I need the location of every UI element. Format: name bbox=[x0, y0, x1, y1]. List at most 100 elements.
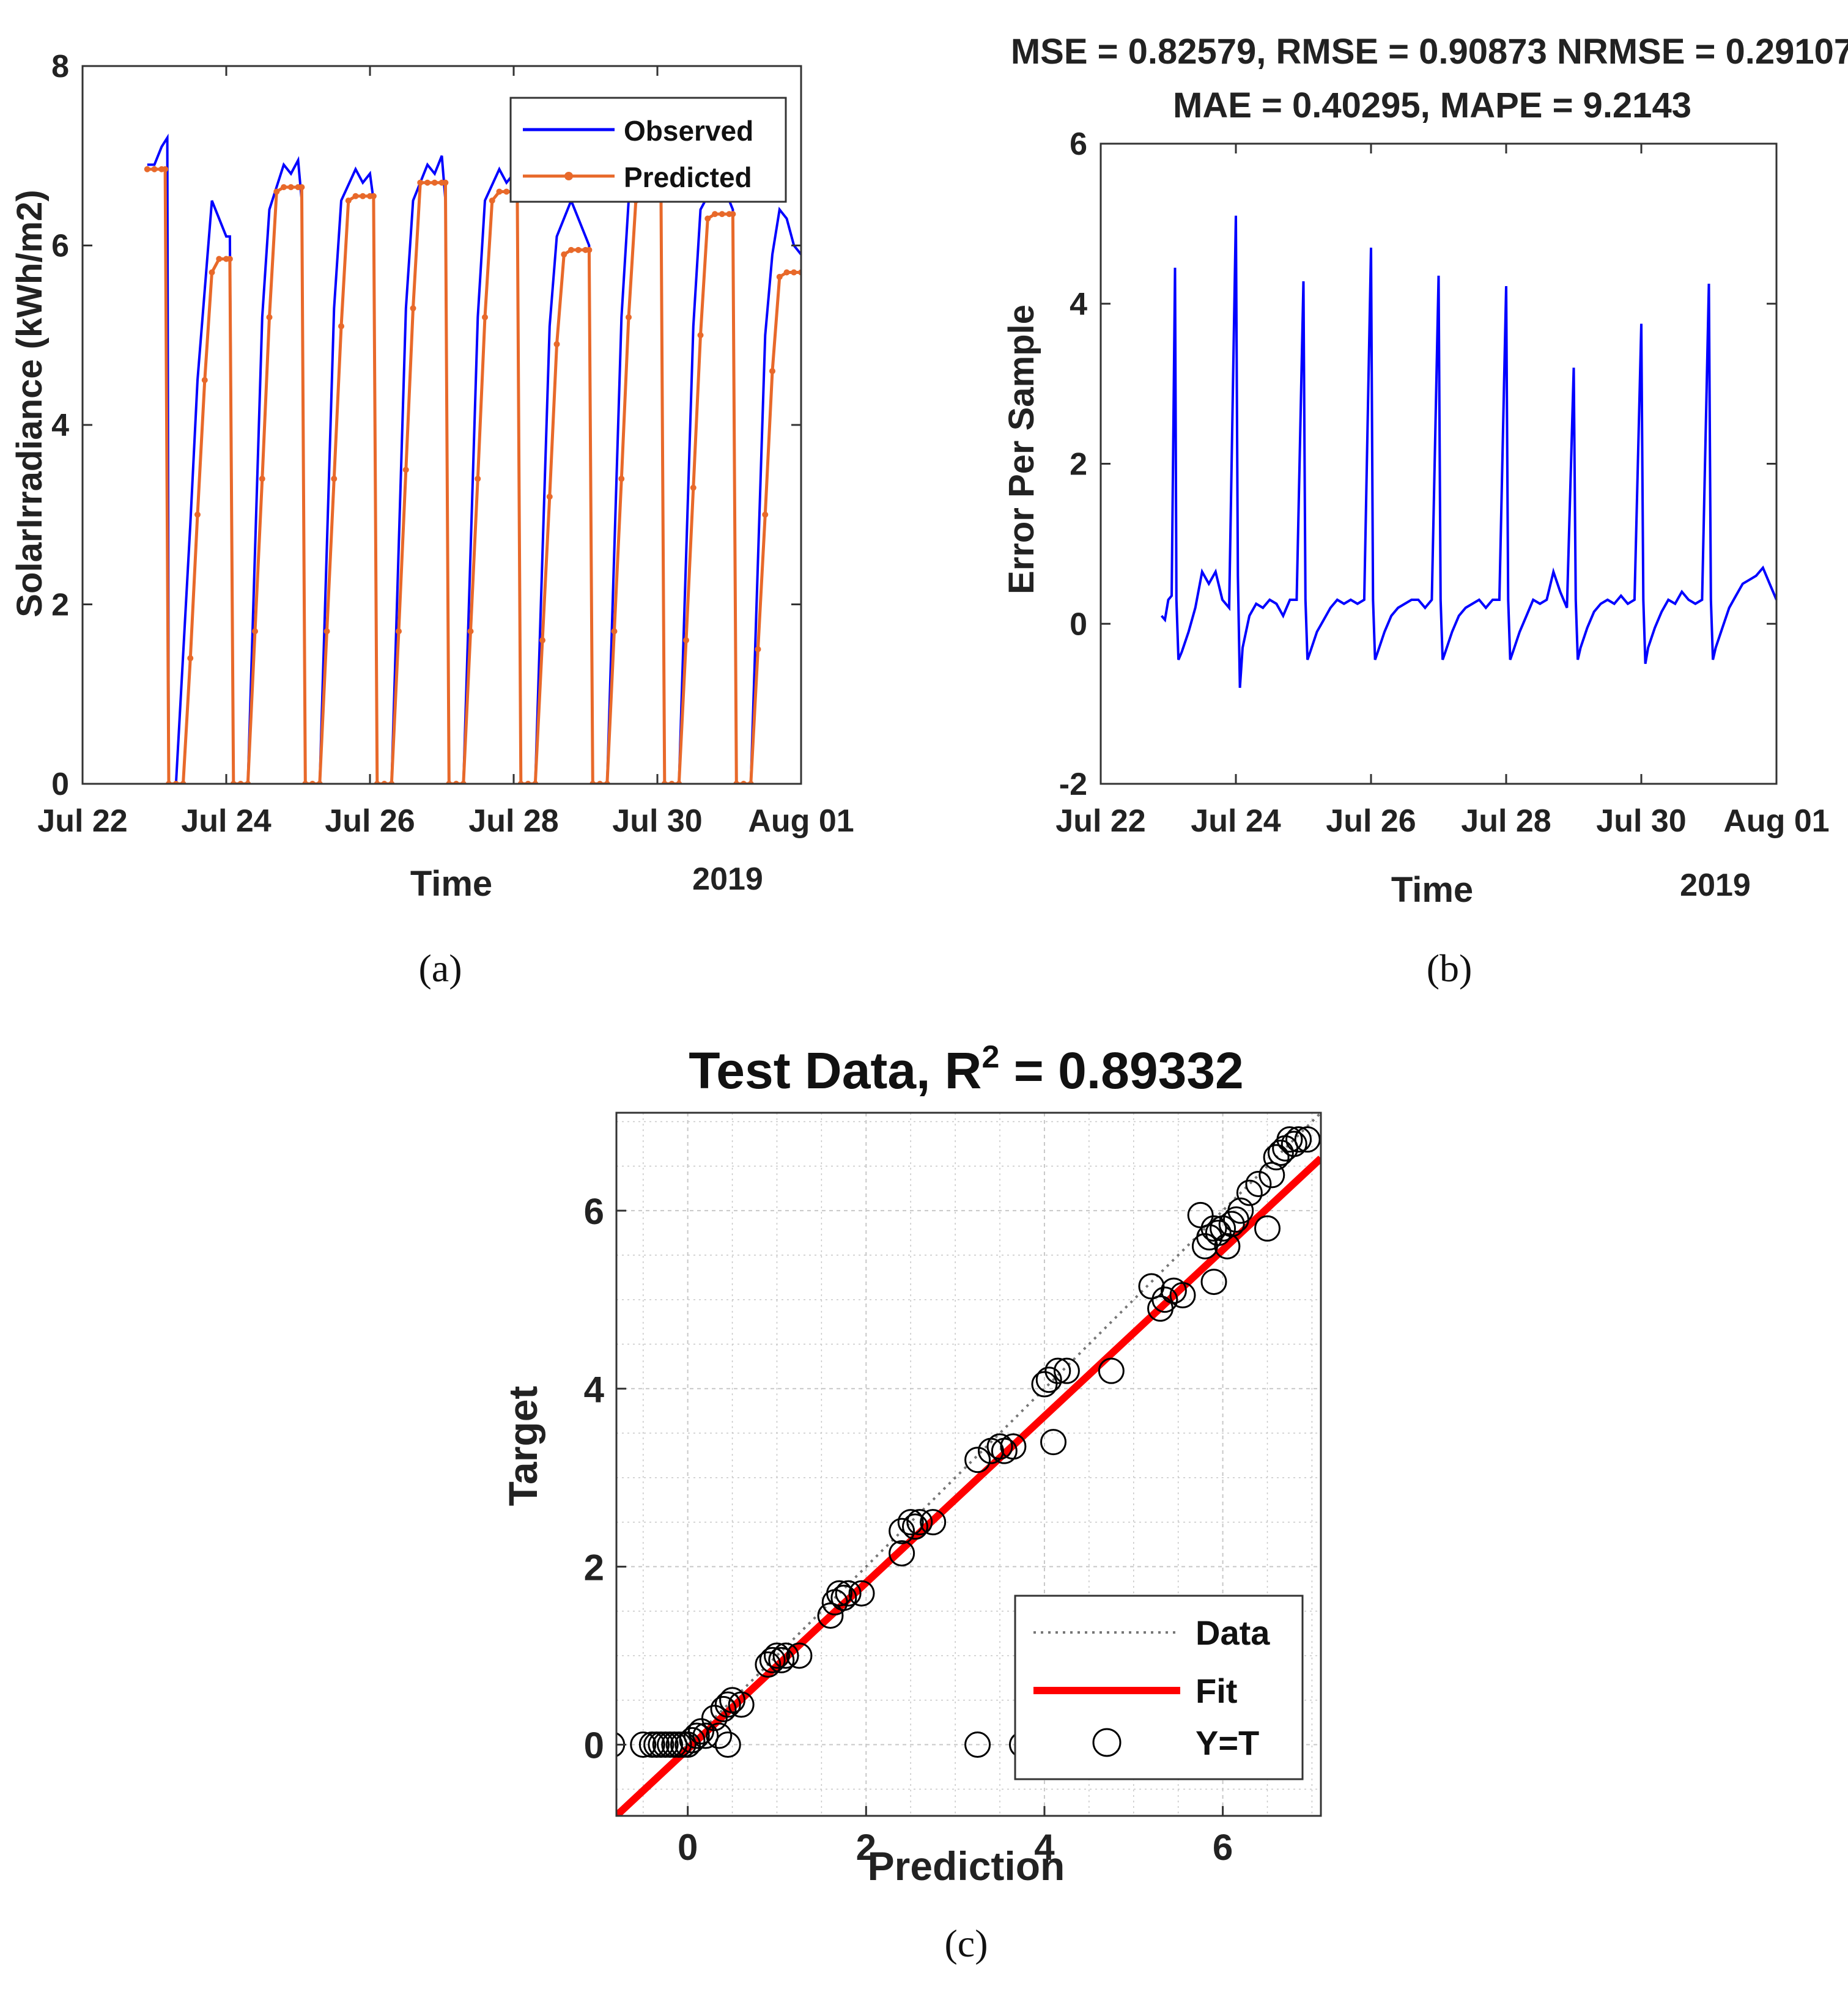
chart-c-point bbox=[1044, 1357, 1071, 1384]
chart-a-xtick-label: Jul 22 bbox=[37, 803, 127, 839]
chart-a-date-suffix: 2019 bbox=[692, 861, 763, 897]
chart-a-ylabel: SolarIrradiance (kWh/m2) bbox=[10, 190, 50, 617]
chart-c-point bbox=[1245, 1170, 1272, 1197]
chart-a-predicted-point bbox=[482, 314, 488, 320]
chart-c-point bbox=[1151, 1286, 1178, 1313]
chart-b-series-error bbox=[1160, 215, 1778, 688]
chart-a-predicted-point bbox=[410, 305, 416, 312]
chart-a-ytick-label: 4 bbox=[51, 408, 69, 443]
chart-c-point bbox=[986, 1433, 1013, 1460]
chart-a-predicted-point bbox=[539, 637, 545, 644]
chart-a-predicted-point bbox=[475, 476, 481, 482]
chart-a-predicted-point bbox=[783, 269, 790, 276]
chart-a-predicted-point bbox=[568, 246, 574, 253]
chart-c: Test Data, R2 = 0.89332 Target Predictio… bbox=[500, 1039, 1322, 1965]
chart-c-point bbox=[1205, 1220, 1232, 1247]
chart-c-point bbox=[1258, 1162, 1285, 1189]
chart-b: MSE = 0.82579, RMSE = 0.90873 NRMSE = 0.… bbox=[1002, 32, 1848, 990]
chart-a-predicted-point bbox=[360, 193, 366, 199]
chart-c-point bbox=[1236, 1179, 1263, 1206]
chart-c-point bbox=[902, 1513, 929, 1540]
chart-a-predicted-point bbox=[442, 179, 449, 186]
chart-c-legend-label-3: Y=T bbox=[1196, 1724, 1259, 1762]
chart-a: SolarIrradiance (kWh/m2) Time 2019 (a) 0… bbox=[10, 49, 854, 990]
panel-label-a: (a) bbox=[418, 946, 462, 990]
chart-a-predicted-point bbox=[266, 314, 273, 320]
chart-c-point bbox=[848, 1580, 875, 1607]
chart-a-predicted-point bbox=[396, 628, 402, 635]
chart-c-point bbox=[817, 1602, 844, 1629]
chart-b-ytick-label: -2 bbox=[1059, 767, 1087, 802]
chart-a-predicted-point bbox=[281, 184, 287, 191]
chart-a-xtick-label: Jul 24 bbox=[181, 803, 271, 839]
chart-b-date-suffix: 2019 bbox=[1680, 868, 1751, 903]
chart-c-point bbox=[755, 1651, 782, 1678]
chart-a-predicted-point bbox=[187, 655, 194, 662]
chart-c-point bbox=[1276, 1126, 1303, 1153]
chart-c-point bbox=[1138, 1273, 1165, 1300]
chart-c-point bbox=[1053, 1357, 1080, 1384]
chart-a-predicted-point bbox=[712, 211, 718, 218]
chart-c-point bbox=[706, 1722, 733, 1749]
chart-c-point bbox=[1254, 1215, 1281, 1242]
chart-b-xtick-label: Jul 26 bbox=[1326, 803, 1416, 839]
chart-a-predicted-point bbox=[194, 511, 201, 518]
chart-a-predicted-point bbox=[553, 341, 560, 347]
chart-a-ytick-label: 8 bbox=[51, 49, 69, 84]
chart-a-predicted-point bbox=[683, 637, 689, 644]
chart-a-predicted-point bbox=[259, 476, 265, 482]
panel-label-c: (c) bbox=[944, 1922, 988, 1965]
chart-c-point bbox=[701, 1705, 728, 1731]
chart-c-point bbox=[1035, 1366, 1062, 1393]
chart-c-point bbox=[1214, 1233, 1241, 1259]
chart-c-point bbox=[786, 1642, 813, 1669]
chart-a-predicted-point bbox=[586, 246, 593, 253]
chart-a-ytick-label: 2 bbox=[51, 588, 69, 623]
chart-a-legend-predicted-marker bbox=[564, 172, 573, 180]
chart-a-predicted-point bbox=[273, 188, 280, 195]
chart-c-point bbox=[964, 1731, 991, 1758]
chart-c-xlabel: Prediction bbox=[868, 1843, 1065, 1889]
chart-a-predicted-point bbox=[730, 211, 736, 218]
chart-a-predicted-point bbox=[697, 332, 704, 339]
chart-c-xtick-label: 6 bbox=[1213, 1827, 1233, 1868]
chart-c-point bbox=[683, 1722, 710, 1749]
chart-c-point bbox=[1294, 1126, 1321, 1153]
chart-b-xtick-label: Aug 01 bbox=[1723, 803, 1829, 839]
chart-b-xlabel: Time bbox=[1391, 870, 1473, 910]
chart-a-xtick-label: Jul 26 bbox=[325, 803, 415, 839]
chart-c-point bbox=[1263, 1144, 1290, 1171]
chart-b-xtick-label: Jul 28 bbox=[1461, 803, 1551, 839]
chart-c-point bbox=[768, 1647, 795, 1673]
chart-a-predicted-point bbox=[402, 466, 409, 473]
chart-a-predicted-point bbox=[417, 179, 424, 186]
chart-c-point bbox=[714, 1691, 741, 1718]
chart-c-point bbox=[835, 1580, 862, 1607]
chart-c-ytick-label: 0 bbox=[584, 1725, 604, 1766]
chart-c-point bbox=[1218, 1211, 1245, 1237]
chart-c-ytick-label: 2 bbox=[584, 1547, 604, 1588]
chart-c-point bbox=[1040, 1429, 1067, 1456]
chart-c-fit-line bbox=[616, 1156, 1321, 1816]
chart-c-point bbox=[692, 1722, 719, 1749]
chart-c-title-value: = 0.89332 bbox=[999, 1042, 1243, 1099]
chart-a-predicted-point bbox=[201, 377, 208, 383]
chart-c-legend-yt-marker bbox=[1092, 1728, 1122, 1757]
chart-b-xtick-label: Jul 22 bbox=[1055, 803, 1145, 839]
chart-c-point bbox=[1031, 1371, 1058, 1398]
chart-b-ytick-label: 4 bbox=[1070, 287, 1087, 322]
chart-b-xtick-label: Jul 24 bbox=[1191, 803, 1281, 839]
chart-a-predicted-point bbox=[467, 628, 474, 635]
chart-c-point bbox=[759, 1647, 786, 1673]
chart-a-predicted-point bbox=[496, 188, 503, 195]
chart-c-point bbox=[679, 1727, 706, 1753]
chart-c-legend-label-1: Data bbox=[1196, 1613, 1270, 1652]
chart-c-point bbox=[1200, 1269, 1227, 1296]
chart-c-frame bbox=[615, 1112, 1322, 1817]
chart-c-point bbox=[1267, 1140, 1294, 1167]
chart-a-predicted-point bbox=[489, 197, 495, 204]
chart-c-xtick-label: 0 bbox=[678, 1827, 698, 1868]
chart-c-ytick-label: 6 bbox=[584, 1191, 604, 1232]
chart-c-ytick-label: 4 bbox=[584, 1369, 605, 1410]
chart-c-legend-label-2: Fit bbox=[1196, 1672, 1237, 1710]
